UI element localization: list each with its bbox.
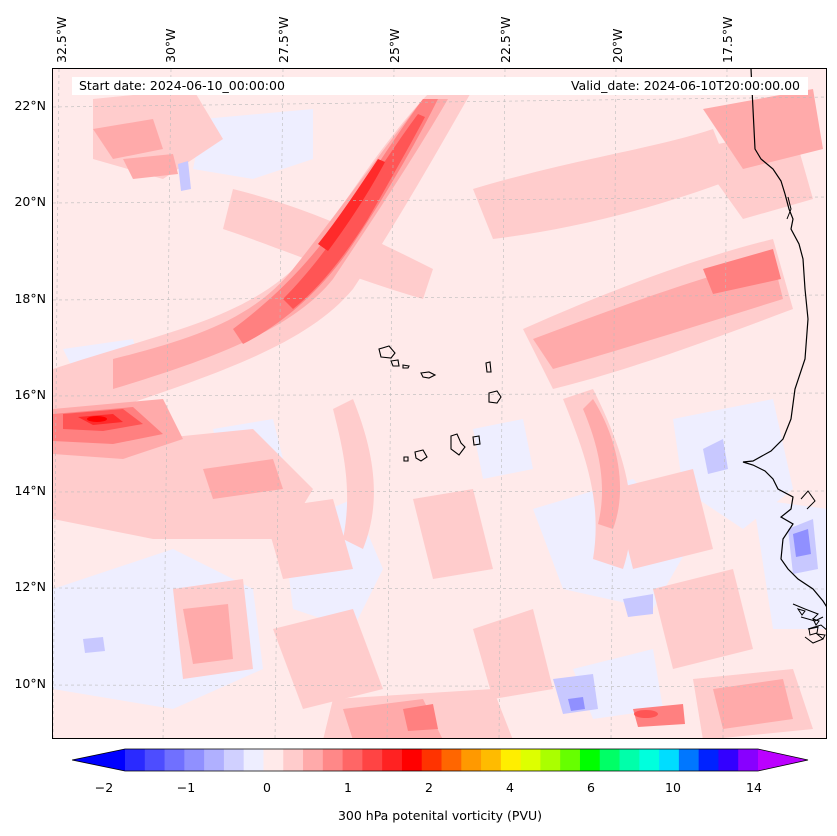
colorbar-swatch [718, 749, 739, 771]
colorbar-swatch [421, 749, 442, 771]
colorbar-swatch [303, 749, 324, 771]
lat-label-16n: 16°N [14, 387, 46, 402]
colorbar-swatch [223, 749, 245, 771]
lat-label-10n: 10°N [14, 676, 46, 691]
lat-label-22n: 22°N [14, 98, 46, 113]
lon-label-30w: 30°W [163, 28, 178, 63]
colorbar [72, 748, 809, 772]
lon-label-32.5w: 32.5°W [54, 16, 69, 63]
lon-label-20w: 20°W [610, 28, 625, 63]
colorbar-tick: 2 [425, 780, 433, 795]
colorbar-swatch [619, 749, 640, 771]
colorbar-swatch [401, 749, 423, 771]
colorbar-swatch [599, 749, 621, 771]
bijagos-islands [796, 608, 826, 640]
lon-label-27.5w: 27.5°W [276, 16, 291, 63]
colorbar-outline [72, 748, 809, 772]
colorbar-swatch [659, 749, 680, 771]
colorbar-swatch [184, 749, 205, 771]
colorbar-label: 300 hPa potenital vorticity (PVU) [337, 808, 543, 823]
colorbar-tick: −2 [94, 780, 114, 795]
info-bar [72, 77, 808, 95]
colorbar-swatch [560, 749, 581, 771]
blue-deeper-patches [568, 529, 811, 711]
colorbar-swatch [362, 749, 383, 771]
colorbar-tick: 4 [506, 780, 514, 795]
colorbar-swatch [125, 749, 146, 771]
colorbar-swatch [243, 749, 264, 771]
pv-map [52, 68, 827, 739]
lat-label-18n: 18°N [14, 291, 46, 306]
gridlines [53, 69, 826, 738]
colorbar-swatch [698, 749, 719, 771]
colorbar-swatch [678, 749, 700, 771]
colorbar-swatch [283, 749, 304, 771]
colorbar-extend-min [72, 749, 125, 771]
valid-date-label: Valid_date: 2024-06-10T20:00:00.00 [570, 78, 800, 93]
red-max-regions [78, 159, 658, 718]
colorbar-tick: 6 [587, 780, 595, 795]
lon-label-22.5w: 22.5°W [498, 16, 513, 63]
cape-verde-islands [378, 345, 502, 462]
lon-label-17.5w: 17.5°W [720, 16, 735, 63]
colorbar-swatch [639, 749, 660, 771]
colorbar-tick: 0 [263, 780, 271, 795]
lat-label-20n: 20°N [14, 194, 46, 209]
colorbar-swatch [738, 749, 759, 771]
lat-label-12n: 12°N [14, 579, 46, 594]
colorbar-swatch [382, 749, 403, 771]
colorbar-swatch [461, 749, 482, 771]
start-date-label: Start date: 2024-06-10_00:00:00 [79, 78, 285, 93]
colorbar-swatch [204, 749, 225, 771]
colorbar-swatch [481, 749, 502, 771]
pv-contour-field [53, 69, 826, 738]
colorbar-tick: 10 [665, 780, 681, 795]
colorbar-tick: 1 [344, 780, 352, 795]
colorbar-swatch [441, 749, 462, 771]
lon-label-25w: 25°W [387, 28, 402, 63]
africa-coastline [742, 69, 826, 607]
africa-coast-bits [786, 196, 826, 644]
colorbar-extend-max [758, 749, 808, 771]
colorbar-swatch [342, 749, 363, 771]
colorbar-swatch [579, 749, 601, 771]
colorbar-tick: 14 [746, 780, 762, 795]
blue-patches [83, 161, 818, 714]
colorbar-tick: −1 [176, 780, 196, 795]
colorbar-swatch [322, 749, 344, 771]
colorbar-swatch [540, 749, 561, 771]
lat-label-14n: 14°N [14, 483, 46, 498]
colorbar-swatch [263, 749, 284, 771]
colorbar-swatch [144, 749, 166, 771]
colorbar-swatch [164, 749, 185, 771]
colorbar-swatch [520, 749, 541, 771]
colorbar-swatch [500, 749, 522, 771]
